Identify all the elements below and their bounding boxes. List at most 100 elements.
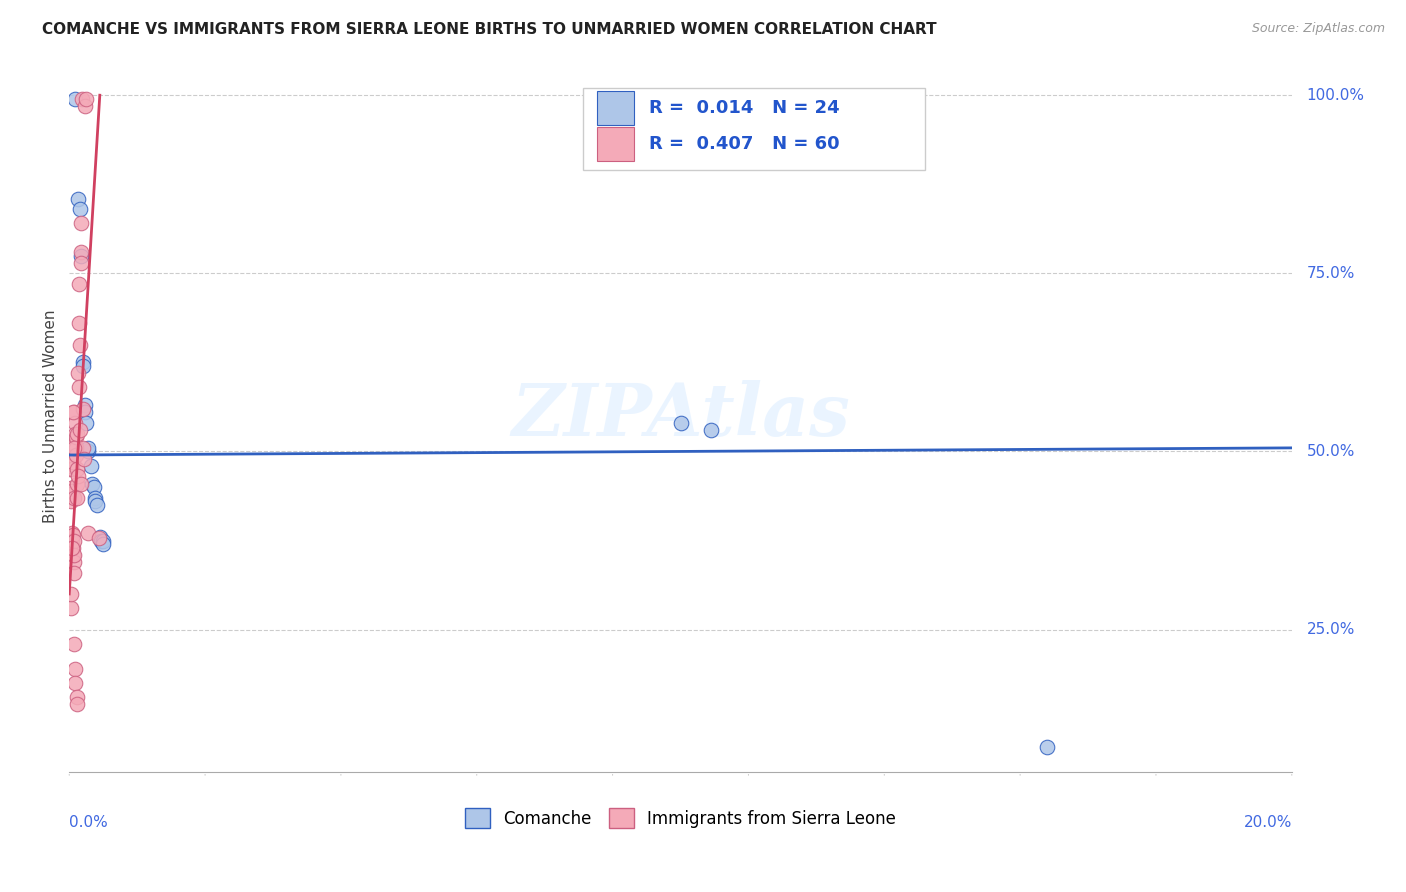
Point (65, 441, 87, 455)
Point (73, 451, 96, 466)
Point (63, 405, 86, 419)
Point (72, 359, 94, 373)
Point (69, 244, 91, 259)
Point (60, 526, 83, 541)
Point (60, 482, 83, 496)
Point (83, 480, 105, 494)
Point (65, 437, 87, 451)
Point (66, 469, 89, 483)
Point (67, 192, 90, 206)
Point (70, 92, 93, 106)
Point (90, 533, 112, 548)
Point (62, 455, 84, 469)
Point (75, 92, 97, 106)
Point (65, 448, 87, 462)
Point (82, 476, 104, 491)
Point (62, 541, 84, 555)
Point (73, 405, 96, 419)
Point (69, 337, 91, 351)
Point (700, 423, 723, 437)
Point (60, 541, 83, 555)
Point (66, 476, 89, 491)
Point (67, 366, 90, 380)
Text: COMANCHE VS IMMIGRANTS FROM SIERRA LEONE BIRTHS TO UNMARRIED WOMEN CORRELATION C: COMANCHE VS IMMIGRANTS FROM SIERRA LEONE… (42, 22, 936, 37)
Y-axis label: Births to Unmarried Women: Births to Unmarried Women (44, 309, 58, 523)
Point (63, 426, 86, 441)
Point (70, 255, 93, 269)
Point (59, 458, 82, 473)
Point (62, 441, 84, 455)
Point (73, 99, 96, 113)
Point (65, 92, 87, 106)
Point (75, 416, 97, 430)
Point (65, 430, 87, 444)
Text: 25.0%: 25.0% (1306, 622, 1355, 637)
Point (87, 532, 110, 546)
Point (63, 555, 86, 569)
Text: 50.0%: 50.0% (1306, 444, 1355, 459)
Point (63, 548, 86, 562)
Point (67, 277, 90, 291)
Point (79, 458, 101, 473)
Text: R =  0.014   N = 24: R = 0.014 N = 24 (648, 99, 839, 117)
Point (84, 494, 107, 508)
Text: ZIPAtlas: ZIPAtlas (512, 380, 849, 451)
Legend: Comanche, Immigrants from Sierra Leone: Comanche, Immigrants from Sierra Leone (458, 801, 903, 835)
Point (59, 494, 82, 508)
FancyBboxPatch shape (598, 91, 634, 125)
Point (65, 676, 87, 690)
Point (76, 441, 98, 455)
Point (60, 601, 83, 615)
Point (73, 398, 96, 412)
Text: Source: ZipAtlas.com: Source: ZipAtlas.com (1251, 22, 1385, 36)
FancyBboxPatch shape (582, 88, 925, 170)
Point (86, 498, 108, 512)
Point (67, 380, 90, 394)
Point (60, 587, 83, 601)
Point (70, 476, 93, 491)
Point (65, 690, 87, 705)
Point (63, 416, 86, 430)
Point (62, 533, 84, 548)
Point (62, 528, 84, 542)
Point (66, 426, 89, 441)
Text: 75.0%: 75.0% (1306, 266, 1355, 281)
Point (59, 462, 82, 476)
Point (65, 462, 87, 476)
Point (62, 491, 84, 505)
Point (67, 316, 90, 330)
Point (62, 483, 84, 498)
Point (70, 248, 93, 262)
Point (72, 355, 94, 369)
Point (62, 405, 84, 419)
Point (60, 487, 83, 501)
Text: R =  0.407   N = 60: R = 0.407 N = 60 (648, 135, 839, 153)
Point (69, 202, 91, 217)
Point (72, 441, 94, 455)
Point (91, 537, 114, 551)
Point (669, 416, 692, 430)
Point (72, 401, 94, 416)
Point (89, 530, 111, 544)
Point (60, 483, 83, 498)
Point (76, 444, 98, 458)
Point (1036, 740, 1059, 755)
Point (70, 217, 93, 231)
Point (84, 491, 107, 505)
Point (60, 533, 83, 548)
Point (60, 462, 83, 476)
Text: 0.0%: 0.0% (69, 814, 108, 830)
Point (91, 533, 114, 548)
Point (63, 566, 86, 580)
Text: 20.0%: 20.0% (1243, 814, 1292, 830)
Point (60, 441, 83, 455)
Text: 100.0%: 100.0% (1306, 87, 1364, 103)
Point (63, 662, 86, 676)
Point (62, 548, 84, 562)
Point (69, 423, 91, 437)
FancyBboxPatch shape (598, 127, 634, 161)
Point (63, 637, 86, 651)
Point (76, 526, 98, 541)
Point (66, 491, 89, 505)
Point (66, 698, 89, 712)
